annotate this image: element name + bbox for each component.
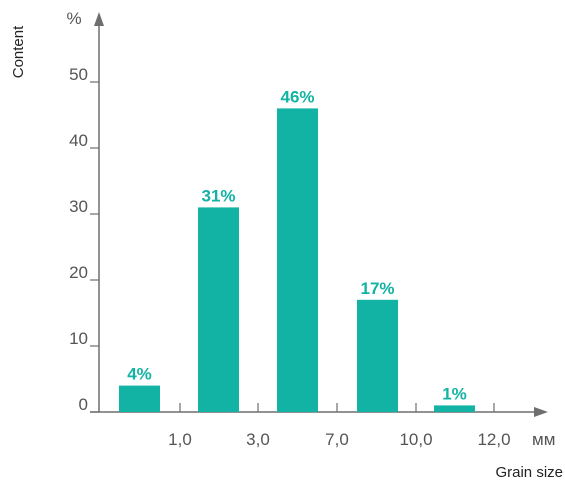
bar-value-label: 1% — [442, 384, 467, 403]
x-axis-title: Grain size — [495, 464, 563, 481]
y-axis-title: Content — [10, 25, 27, 78]
x-axis-ticks: 1,0 3,0 7,0 10,0 12,0 — [168, 403, 511, 449]
bar-value-label: 4% — [127, 365, 152, 384]
y-axis-arrowhead — [94, 12, 104, 26]
y-tick-label: 20 — [69, 263, 88, 282]
x-axis-arrowhead — [534, 407, 548, 417]
x-tick-label: 7,0 — [325, 430, 349, 449]
bar — [434, 405, 475, 412]
bar-value-label: 46% — [280, 87, 314, 106]
x-tick-label: 1,0 — [168, 430, 192, 449]
bar — [277, 108, 318, 413]
bar — [198, 207, 239, 412]
x-axis-unit: мм — [532, 430, 555, 449]
y-axis-unit: % — [66, 9, 81, 28]
y-tick-label: 40 — [69, 131, 88, 150]
y-tick-label: 10 — [69, 329, 88, 348]
bar — [119, 385, 160, 412]
bar-value-label: 17% — [360, 279, 394, 298]
bar-value-label: 31% — [201, 186, 235, 205]
y-tick-label: 0 — [79, 395, 88, 414]
y-axis-ticks: 0 10 20 30 40 50 — [69, 65, 99, 414]
x-tick-label: 3,0 — [246, 430, 270, 449]
bars — [119, 108, 475, 413]
bar — [357, 299, 398, 412]
x-tick-label: 10,0 — [399, 430, 432, 449]
bar-value-labels: 4% 31% 46% 17% 1% — [127, 87, 467, 403]
x-tick-label: 12,0 — [477, 430, 510, 449]
y-tick-label: 50 — [69, 65, 88, 84]
y-tick-label: 30 — [69, 197, 88, 216]
